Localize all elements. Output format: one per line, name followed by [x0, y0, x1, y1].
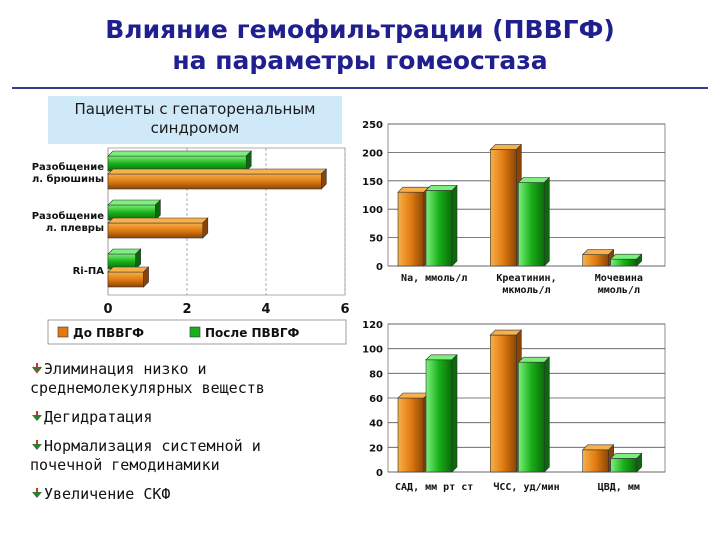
bullet-list: Элиминация низко и среднемолекулярных ве…: [30, 360, 330, 504]
bar-before: [107, 173, 322, 190]
bar-before: [107, 222, 204, 239]
bar-after-side: [544, 176, 550, 267]
bar-after-side: [245, 150, 252, 172]
bar-after: [610, 258, 637, 267]
bar-after-side: [636, 452, 642, 473]
x-tick-label: 0: [103, 302, 112, 317]
y-tick-label: 200: [362, 148, 383, 159]
callout-line-1: Пациенты с гепаторенальным: [74, 100, 316, 118]
y-category-label: Разобщение: [32, 161, 104, 173]
bullet-text-4: Увеличение СКФ: [44, 485, 171, 503]
y-tick-label: 100: [362, 345, 383, 356]
bullet-text-3a: Нормализация системной и: [44, 437, 261, 455]
bar-after-side: [155, 199, 161, 221]
bullet-text-1b: среднемолекулярных веществ: [30, 379, 265, 397]
x-category-label: ЦВД, мм: [598, 482, 640, 493]
arrow-bullet-icon: [32, 488, 42, 498]
bar-after-side: [451, 184, 458, 267]
bar-before: [397, 397, 425, 473]
bar-after-side: [135, 248, 141, 270]
chart-hemodynamics: 0 20 40 60 80 100 120 САД, мм рт ст ЧСС, уд/мин Ц…: [362, 320, 666, 493]
bar-after: [518, 361, 545, 473]
bar-before-top: [107, 168, 328, 175]
x-category-label: ммоль/л: [598, 285, 640, 296]
x-category-label: Na, ммоль/л: [401, 273, 467, 284]
y-tick-label: 120: [362, 320, 383, 331]
legend-label-after: После ПВВГФ: [205, 326, 299, 340]
slide-title: Влияние гемофильтрации (ПВВГФ) на параме…: [0, 14, 720, 76]
title-divider: [12, 87, 708, 89]
bullet-text-2: Дегидратация: [44, 408, 153, 426]
y-category-label: л. плевры: [46, 223, 104, 234]
callout-line-2: синдромом: [150, 119, 240, 137]
bar-after-top: [107, 248, 142, 255]
y-tick-label: 80: [369, 369, 383, 380]
bar-before: [397, 191, 425, 267]
bar-after: [425, 190, 453, 267]
x-category-label: Мочевина: [595, 273, 643, 284]
bar-before-side: [143, 266, 149, 288]
x-category-label: ЧСС, уд/мин: [493, 481, 559, 493]
bullet-text-3b: почечной гемодинамики: [30, 456, 220, 474]
x-category-label: САД, мм рт ст: [395, 482, 473, 493]
chart-lab-values: 0 50 100 150 200 250 Na, ммоль/л Креатинин,мкмо…: [362, 120, 666, 296]
bar-before: [490, 334, 517, 473]
bullet-item: Дегидратация: [30, 408, 330, 427]
bullet-item: Элиминация низко и среднемолекулярных ве…: [30, 360, 330, 398]
bar-before-top: [107, 217, 209, 224]
y-tick-label: 0: [376, 468, 383, 479]
bullet-text-1a: Элиминация низко и: [44, 360, 207, 378]
x-category-label: Креатинин,: [496, 273, 556, 284]
y-category-label: Ri-ПА: [73, 266, 105, 277]
arrow-bullet-icon: [32, 411, 42, 421]
bar-after: [518, 182, 545, 267]
y-tick-label: 250: [362, 120, 383, 131]
x-category-label: мкмоль/л: [502, 285, 550, 296]
y-tick-label: 60: [369, 394, 383, 405]
arrow-bullet-icon: [32, 440, 42, 450]
arrow-bullet-icon: [32, 363, 42, 374]
bar-after: [610, 458, 637, 473]
bar-after-top: [107, 199, 162, 206]
bar-after: [425, 359, 453, 473]
legend-swatch-after: [189, 326, 201, 338]
legend-label-before: До ПВВГФ: [73, 326, 144, 340]
y-tick-label: 40: [369, 419, 383, 430]
bar-before: [490, 149, 517, 267]
title-line-2: на параметры гомеостаза: [172, 46, 548, 75]
y-tick-label: 150: [362, 177, 383, 188]
bar-after-top: [107, 150, 252, 157]
x-tick-label: 6: [340, 302, 349, 317]
bar-after-side: [636, 253, 642, 267]
bar-before: [107, 271, 144, 288]
y-tick-label: 0: [376, 262, 383, 273]
y-tick-label: 100: [362, 205, 383, 216]
x-tick-label: 2: [182, 302, 191, 317]
bar-before: [582, 449, 609, 473]
legend-swatch-before: [57, 326, 69, 338]
bar-before-side: [202, 217, 209, 239]
title-line-1: Влияние гемофильтрации (ПВВГФ): [105, 15, 615, 44]
bar-after-side: [451, 354, 458, 473]
bar-before-side: [320, 168, 327, 190]
y-tick-label: 20: [369, 443, 383, 454]
x-tick-label: 4: [261, 302, 270, 317]
bar-after-side: [544, 356, 550, 473]
y-category-label: л. брюшины: [32, 173, 104, 185]
y-tick-label: 50: [369, 234, 383, 245]
bullet-item: Увеличение СКФ: [30, 485, 330, 504]
bullet-item: Нормализация системной и почечной гемоди…: [30, 437, 330, 475]
bar-before-top: [107, 266, 150, 273]
bar-before: [582, 254, 609, 267]
y-category-label: Разобщение: [32, 210, 104, 222]
patients-callout: Пациенты с гепаторенальным синдромом: [48, 96, 342, 144]
